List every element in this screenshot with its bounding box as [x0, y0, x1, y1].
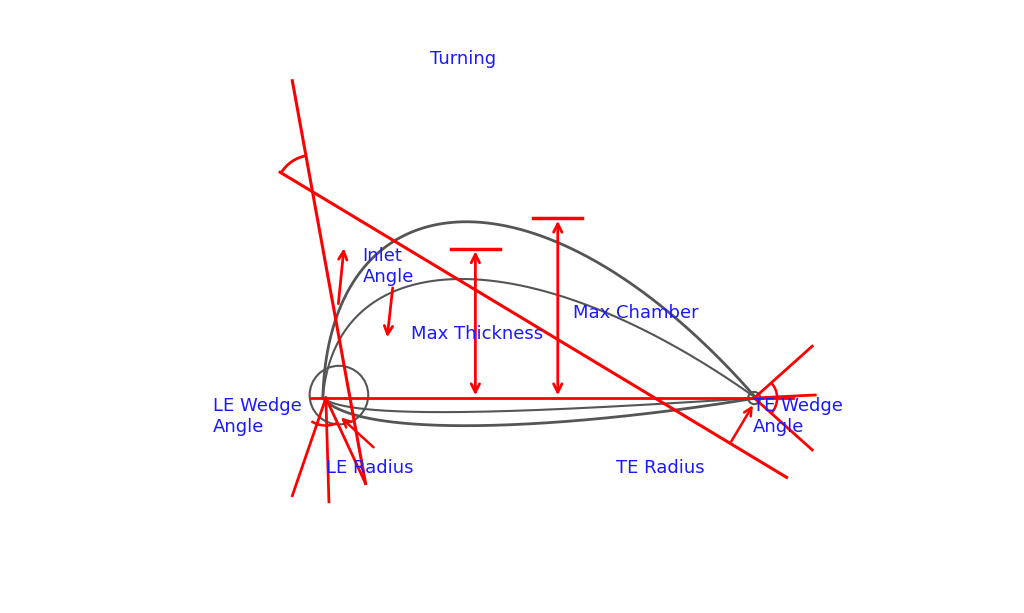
- Text: Max Thickness: Max Thickness: [412, 325, 544, 343]
- Text: Turning: Turning: [430, 50, 496, 69]
- Text: TE Radius: TE Radius: [615, 459, 705, 477]
- Text: LE Wedge
Angle: LE Wedge Angle: [213, 397, 302, 436]
- Text: Max Chamber: Max Chamber: [573, 303, 698, 322]
- Text: LE Radius: LE Radius: [326, 459, 414, 477]
- Text: TE Wedge
Angle: TE Wedge Angle: [753, 397, 843, 436]
- Text: Inlet
Angle: Inlet Angle: [362, 248, 414, 286]
